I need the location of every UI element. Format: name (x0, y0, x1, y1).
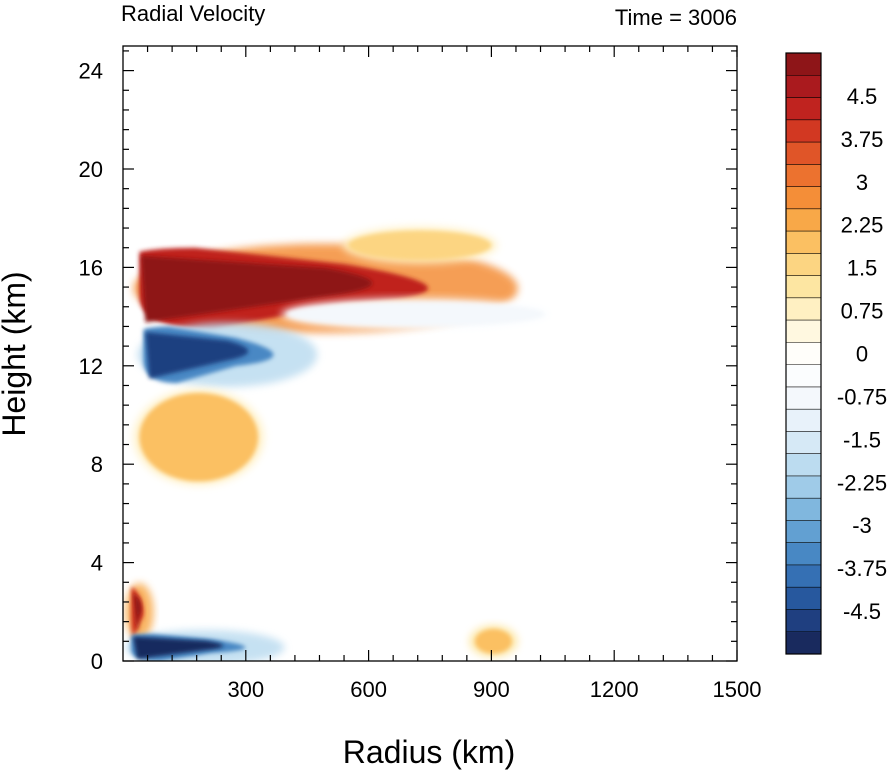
colorbar-segment (786, 342, 821, 366)
colorbar-label: -1.5 (843, 427, 881, 452)
y-tick-label: 16 (79, 255, 103, 280)
x-tick-label: 900 (473, 677, 510, 702)
x-axis-label: Radius (km) (343, 734, 515, 770)
y-tick-labels: 0 4 8 12 16 20 24 (79, 59, 103, 674)
colorbar-segment (786, 409, 821, 432)
y-tick-label: 20 (79, 157, 103, 182)
colorbar-segment (786, 297, 821, 321)
colorbar-label: -0.75 (837, 384, 887, 409)
y-tick-label: 24 (79, 59, 103, 84)
colorbar-label: -2.25 (837, 470, 887, 495)
colorbar-segment (786, 520, 821, 544)
colorbar-label: -3 (852, 513, 872, 538)
colorbar-segment (786, 208, 821, 232)
field-feature (125, 583, 154, 641)
colorbar-segment (786, 53, 821, 76)
x-tick-label: 600 (350, 677, 387, 702)
field-feature (137, 322, 318, 388)
time-label: Time = 3006 (615, 5, 737, 30)
field-feature (342, 226, 498, 265)
y-tick-label: 12 (79, 354, 103, 379)
velocity-field (125, 226, 551, 661)
field-feature (125, 629, 285, 661)
field-feature (133, 388, 265, 486)
colorbar-segment (786, 498, 821, 521)
colorbar-segment (786, 475, 821, 499)
colorbar-segment (786, 320, 821, 343)
plot-frame (122, 45, 738, 662)
y-tick-label: 4 (91, 551, 103, 576)
colorbar-labels: 4.5 3.75 3 2.25 1.5 0.75 0 -0.75 -1.5 -2.25 -3 -3.7… (837, 84, 887, 624)
colorbar-segment (786, 431, 821, 455)
colorbar-label: 0.75 (841, 299, 884, 324)
colorbar-segment (786, 186, 821, 210)
y-tick-label: 0 (91, 649, 103, 674)
chart-title: Radial Velocity (121, 1, 265, 26)
y-axis-label: Height (km) (0, 271, 32, 436)
colorbar-segment (786, 542, 821, 566)
colorbar-label: 3.75 (841, 127, 884, 152)
colorbar-label: 2.25 (841, 213, 884, 238)
colorbar-segment (786, 119, 821, 143)
y-tick-label: 8 (91, 452, 103, 477)
colorbar-segment (786, 75, 821, 98)
colorbar-label: -3.75 (837, 556, 887, 581)
field-feature (469, 625, 518, 658)
colorbar-segment (786, 386, 821, 410)
colorbar-segment (786, 253, 821, 276)
colorbar-segment (786, 453, 821, 477)
x-tick-label: 1200 (590, 677, 639, 702)
colorbar-segment (786, 631, 821, 655)
x-tick-labels: 300 600 900 1200 1500 (227, 677, 761, 702)
colorbar-segment (786, 142, 821, 165)
x-tick-label: 300 (227, 677, 264, 702)
colorbar-segment (786, 231, 821, 254)
colorbar-label: 0 (856, 342, 868, 367)
axis-ticks (123, 46, 738, 662)
colorbar-frame (785, 52, 822, 655)
colorbar-label: 4.5 (847, 84, 878, 109)
colorbar-segment (786, 364, 821, 388)
colorbar-segment (786, 97, 821, 121)
colorbar-label: -4.5 (843, 599, 881, 624)
colorbar (785, 52, 822, 655)
x-tick-label: 1500 (713, 677, 762, 702)
field-feature (280, 297, 551, 331)
colorbar-segment (786, 164, 821, 187)
colorbar-label: 3 (856, 170, 868, 195)
colorbar-segment (786, 587, 821, 610)
colorbar-label: 1.5 (847, 256, 878, 281)
colorbar-segment (786, 564, 821, 588)
colorbar-segment (786, 275, 821, 299)
colorbar-segment (786, 609, 821, 633)
